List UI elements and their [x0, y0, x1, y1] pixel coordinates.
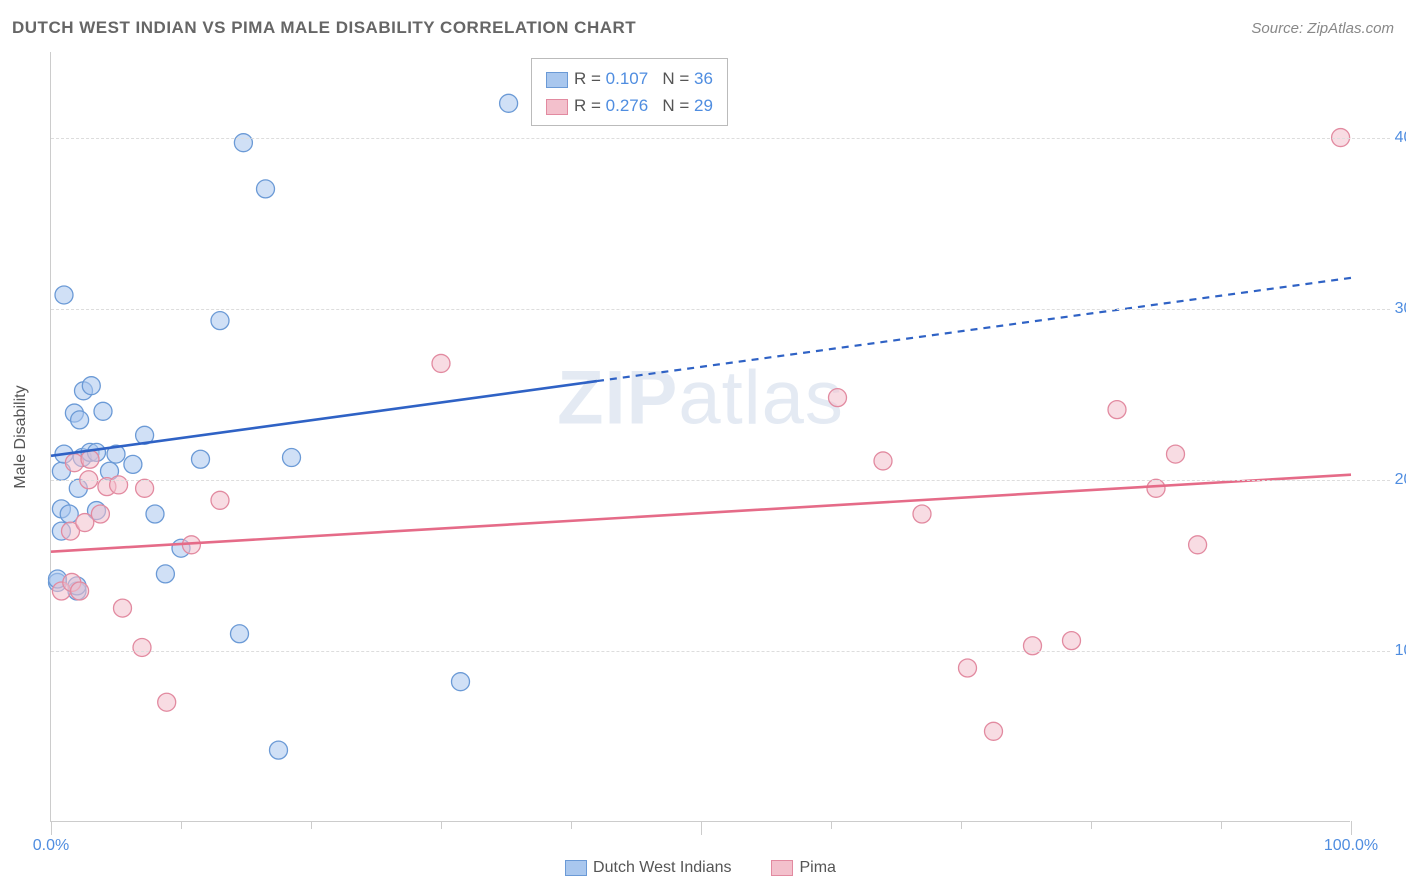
scatter-point — [257, 180, 275, 198]
trend-line — [51, 475, 1351, 552]
scatter-point — [71, 582, 89, 600]
scatter-point — [110, 476, 128, 494]
x-tick — [961, 821, 962, 829]
scatter-point — [156, 565, 174, 583]
scatter-point — [158, 693, 176, 711]
scatter-point — [270, 741, 288, 759]
scatter-point — [114, 599, 132, 617]
scatter-point — [211, 491, 229, 509]
y-axis-label: Male Disability — [12, 385, 30, 488]
x-tick — [1091, 821, 1092, 829]
scatter-point — [146, 505, 164, 523]
trend-line — [51, 381, 597, 456]
legend-swatch — [771, 860, 793, 876]
y-tick-label: 20.0% — [1395, 471, 1406, 489]
x-tick — [311, 821, 312, 829]
grid-line — [51, 651, 1390, 652]
scatter-point — [1167, 445, 1185, 463]
scatter-point — [211, 312, 229, 330]
series-legend: Dutch West Indians Pima — [51, 859, 1350, 877]
legend-swatch — [565, 860, 587, 876]
header: DUTCH WEST INDIAN VS PIMA MALE DISABILIT… — [12, 18, 1394, 38]
scatter-point — [82, 377, 100, 395]
scatter-point — [136, 479, 154, 497]
x-tick — [831, 821, 832, 829]
correlation-legend-box: R = 0.107 N = 36R = 0.276 N = 29 — [531, 58, 728, 126]
scatter-point — [500, 94, 518, 112]
plot-area: Male Disability ZIPatlas R = 0.107 N = 3… — [50, 52, 1350, 822]
scatter-point — [283, 449, 301, 467]
scatter-point — [192, 450, 210, 468]
chart-title: DUTCH WEST INDIAN VS PIMA MALE DISABILIT… — [12, 18, 636, 38]
scatter-point — [133, 638, 151, 656]
scatter-point — [94, 402, 112, 420]
scatter-point — [874, 452, 892, 470]
scatter-point — [432, 354, 450, 372]
trend-line-extrapolated — [597, 278, 1351, 381]
x-tick — [701, 821, 702, 835]
grid-line — [51, 309, 1390, 310]
scatter-point — [1108, 401, 1126, 419]
scatter-point — [452, 673, 470, 691]
scatter-point — [124, 455, 142, 473]
y-tick-label: 40.0% — [1395, 129, 1406, 147]
x-tick-label: 100.0% — [1324, 837, 1378, 855]
scatter-point — [959, 659, 977, 677]
scatter-point — [985, 722, 1003, 740]
scatter-point — [55, 286, 73, 304]
x-tick — [51, 821, 52, 835]
x-tick — [1221, 821, 1222, 829]
scatter-point — [1024, 637, 1042, 655]
legend-swatch — [546, 72, 568, 88]
scatter-point — [231, 625, 249, 643]
x-tick — [571, 821, 572, 829]
scatter-point — [71, 411, 89, 429]
x-tick — [441, 821, 442, 829]
x-tick-label: 0.0% — [33, 837, 69, 855]
scatter-point — [91, 505, 109, 523]
legend-row: R = 0.107 N = 36 — [546, 65, 713, 92]
scatter-point — [81, 450, 99, 468]
scatter-point — [913, 505, 931, 523]
scatter-point — [65, 454, 83, 472]
scatter-point — [1189, 536, 1207, 554]
y-tick-label: 30.0% — [1395, 300, 1406, 318]
legend-swatch — [546, 99, 568, 115]
scatter-point — [1147, 479, 1165, 497]
scatter-chart-svg — [51, 52, 1350, 821]
source-label: Source: ZipAtlas.com — [1251, 20, 1394, 37]
legend-item: Pima — [771, 859, 835, 876]
x-tick — [181, 821, 182, 829]
scatter-point — [829, 389, 847, 407]
scatter-point — [234, 134, 252, 152]
scatter-point — [1063, 632, 1081, 650]
legend-item: Dutch West Indians — [565, 859, 731, 876]
grid-line — [51, 480, 1390, 481]
chart-container: DUTCH WEST INDIAN VS PIMA MALE DISABILIT… — [0, 0, 1406, 892]
y-tick-label: 10.0% — [1395, 642, 1406, 660]
x-tick — [1351, 821, 1352, 835]
legend-row: R = 0.276 N = 29 — [546, 92, 713, 119]
grid-line — [51, 138, 1390, 139]
